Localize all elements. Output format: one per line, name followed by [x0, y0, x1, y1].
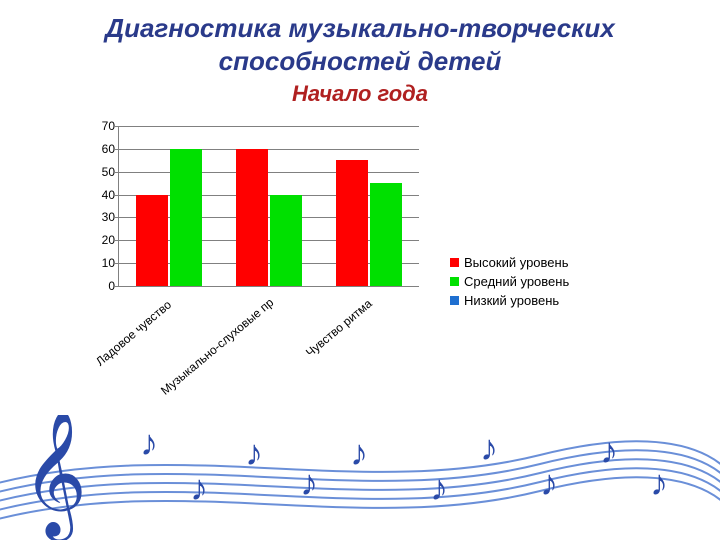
- bar: [236, 149, 268, 286]
- legend-label: Низкий уровень: [464, 293, 559, 308]
- note-icon: ♪: [650, 462, 668, 503]
- legend-swatch: [450, 296, 459, 305]
- bar: [270, 195, 302, 286]
- note-icon: ♪: [140, 422, 158, 463]
- bar: [336, 160, 368, 286]
- gridline: [119, 172, 419, 173]
- legend-label: Высокий уровень: [464, 255, 568, 270]
- note-icon: ♪: [190, 467, 208, 508]
- note-icon: ♪: [540, 462, 558, 503]
- ytick-mark: [115, 263, 119, 264]
- note-icon: ♪: [245, 432, 263, 473]
- ytick-label: 70: [89, 119, 115, 133]
- note-icon: ♪: [300, 462, 318, 503]
- ytick-label: 40: [89, 188, 115, 202]
- gridline: [119, 149, 419, 150]
- ytick-mark: [115, 286, 119, 287]
- legend-item: Высокий уровень: [450, 255, 569, 270]
- xtick-label: Музыкально-слуховые пр: [158, 296, 276, 398]
- ytick-label: 30: [89, 210, 115, 224]
- ytick-mark: [115, 172, 119, 173]
- ytick-label: 0: [89, 279, 115, 293]
- ytick-label: 50: [89, 165, 115, 179]
- note-icon: ♪: [600, 430, 618, 471]
- title-line1: Диагностика музыкально-творческих: [105, 13, 614, 43]
- ytick-mark: [115, 195, 119, 196]
- legend: Высокий уровень Средний уровень Низкий уро…: [450, 255, 569, 312]
- bar: [370, 183, 402, 286]
- xtick-label: Ладовое чувство: [93, 297, 174, 368]
- legend-swatch: [450, 277, 459, 286]
- music-staff-decoration: 𝄞 ♪ ♪ ♪ ♪ ♪ ♪ ♪ ♪ ♪ ♪: [0, 415, 720, 540]
- note-icon: ♪: [430, 467, 448, 508]
- ytick-label: 60: [89, 142, 115, 156]
- bar-chart: 0 10 20 30 40 50 60 70 Ладовое чувствоМузыкально…: [80, 120, 440, 420]
- note-icon: ♪: [480, 427, 498, 468]
- title-line2: способностей детей: [219, 46, 502, 76]
- legend-item: Средний уровень: [450, 274, 569, 289]
- legend-swatch: [450, 258, 459, 267]
- bar: [136, 195, 168, 286]
- ytick-mark: [115, 149, 119, 150]
- plot-area: 010203040506070Ладовое чувствоМузыкально…: [118, 126, 419, 287]
- page-subtitle: Начало года: [0, 81, 720, 107]
- gridline: [119, 126, 419, 127]
- ytick-mark: [115, 240, 119, 241]
- page-title: Диагностика музыкально-творческих способ…: [0, 12, 720, 77]
- ytick-label: 20: [89, 233, 115, 247]
- legend-item: Низкий уровень: [450, 293, 569, 308]
- ytick-mark: [115, 126, 119, 127]
- bar: [170, 149, 202, 286]
- svg-text:𝄞: 𝄞: [22, 415, 87, 540]
- xtick-label: Чувство ритма: [303, 297, 375, 360]
- ytick-label: 10: [89, 256, 115, 270]
- legend-label: Средний уровень: [464, 274, 569, 289]
- ytick-mark: [115, 217, 119, 218]
- note-icon: ♪: [350, 432, 368, 473]
